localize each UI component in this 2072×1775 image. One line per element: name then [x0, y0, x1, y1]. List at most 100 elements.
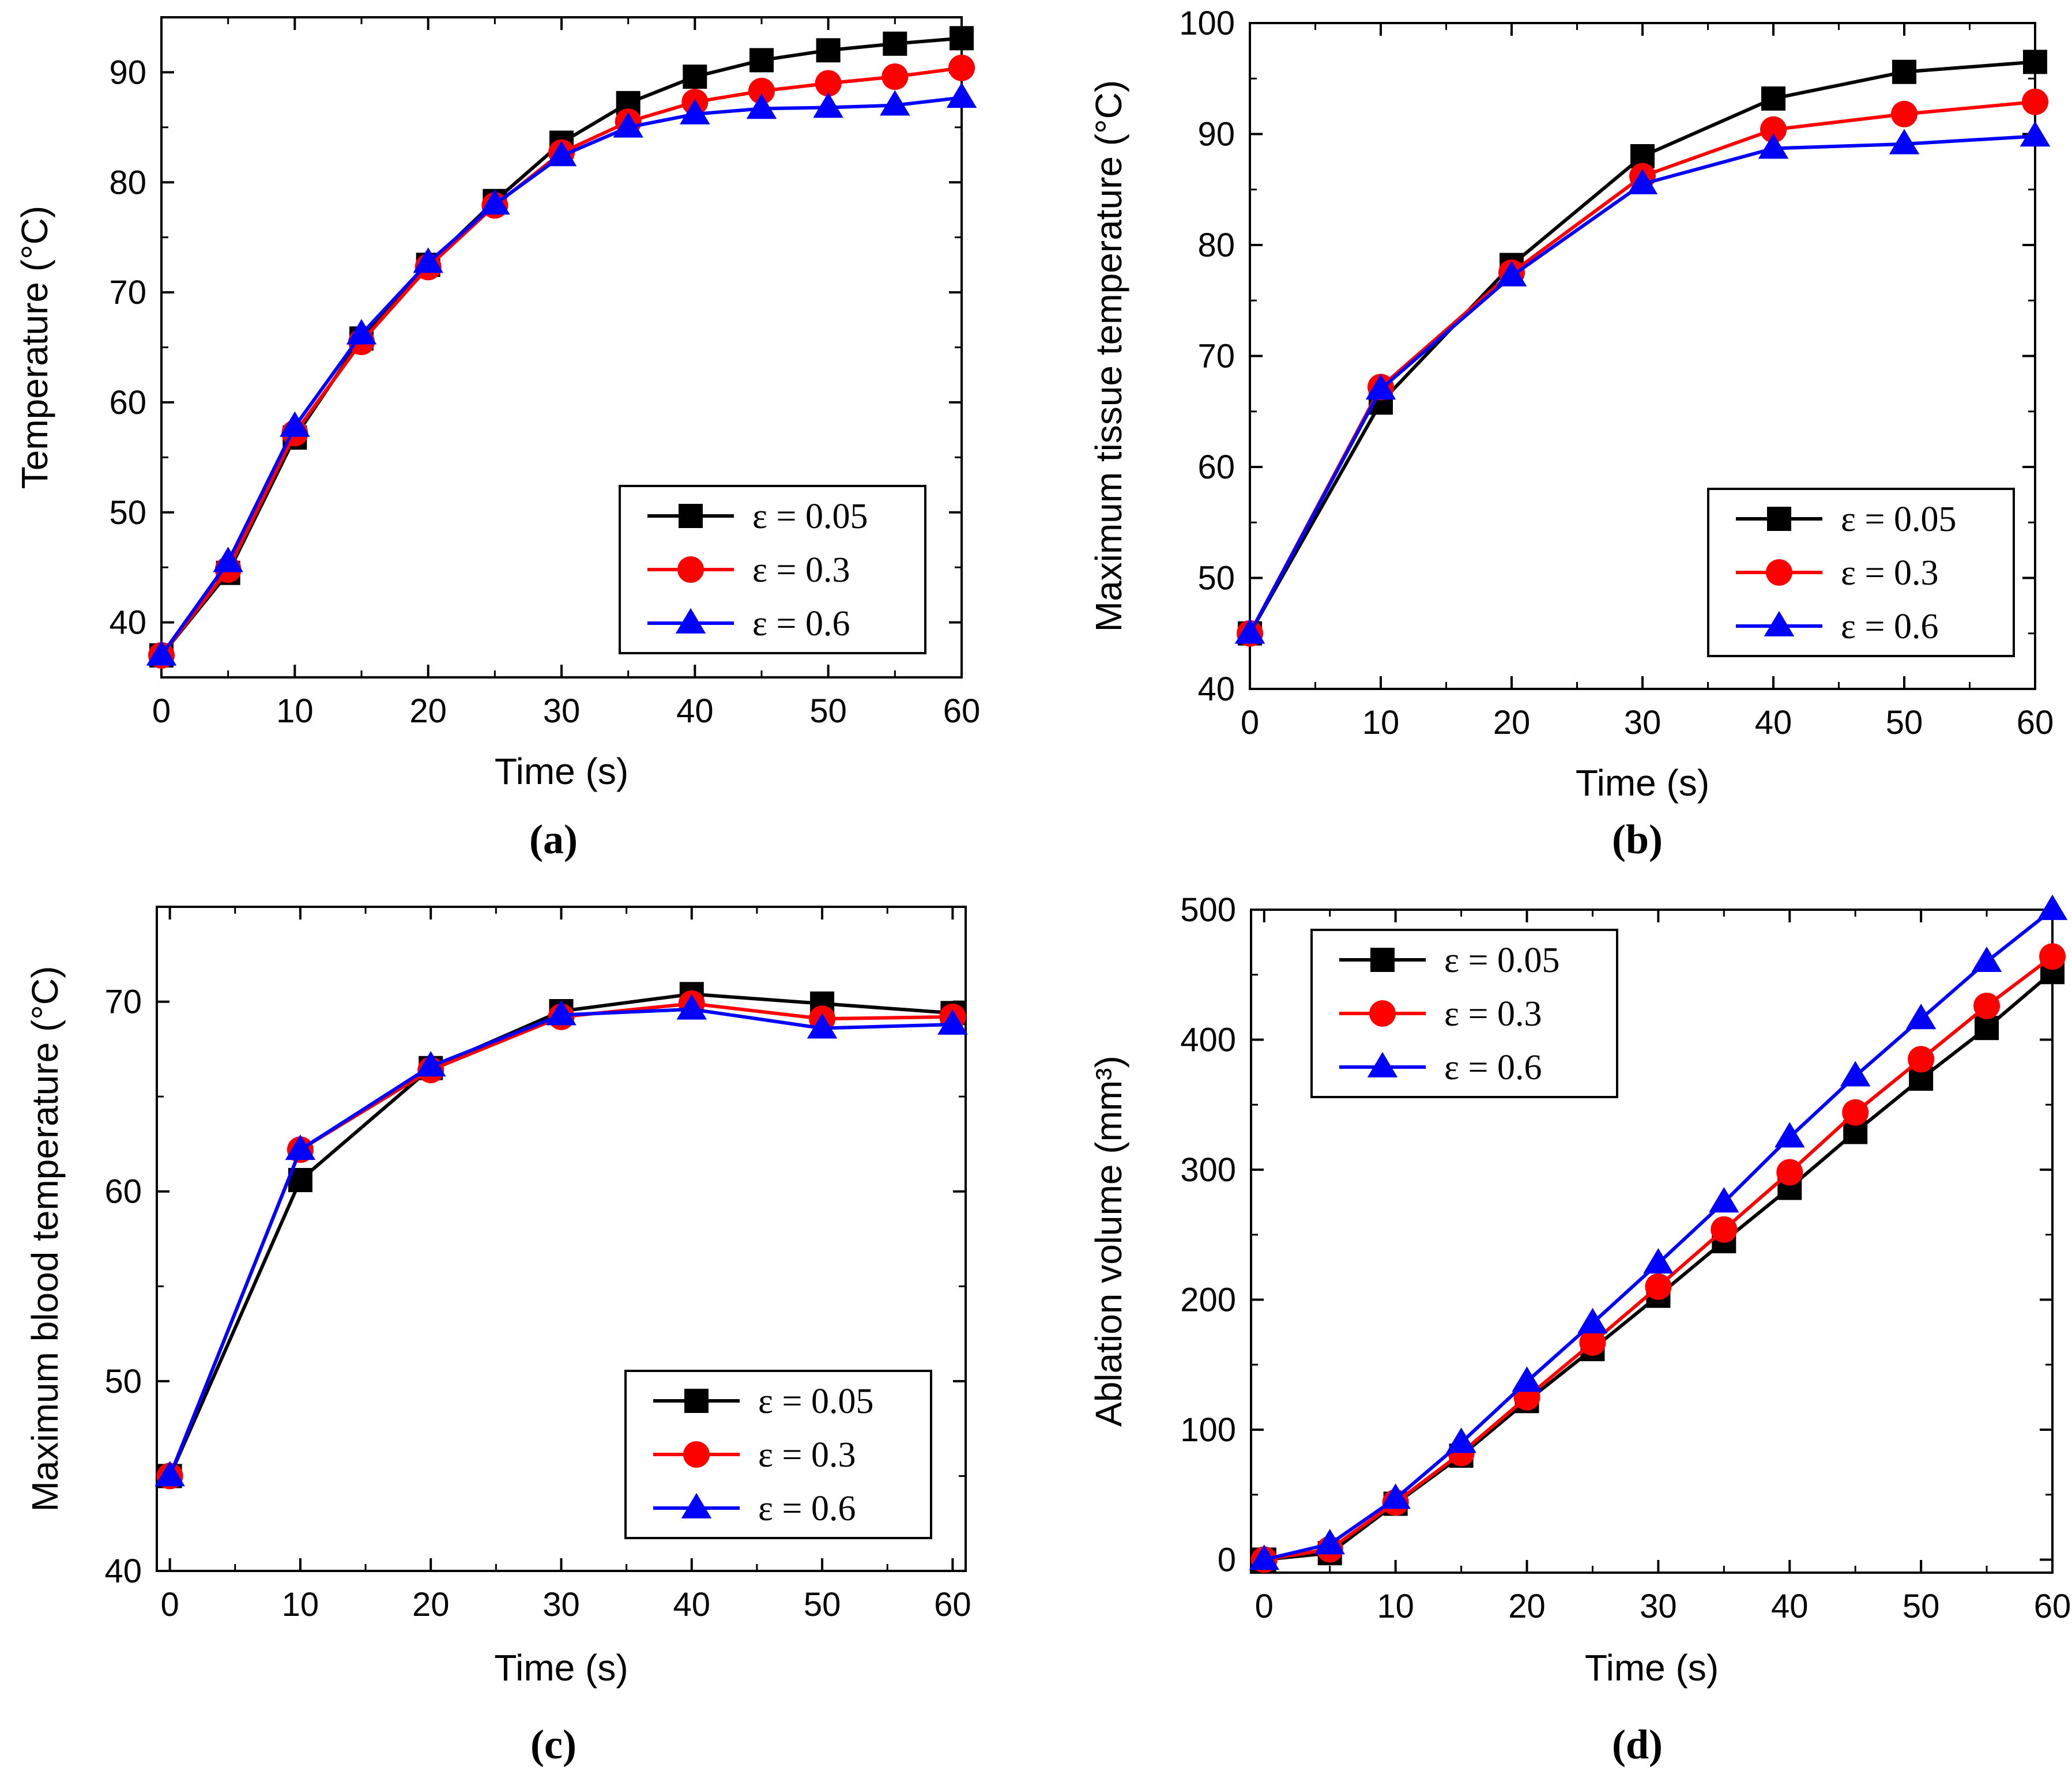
- data-point-triangle: [2020, 121, 2051, 147]
- legend-label: ε = 0.05: [1841, 500, 1957, 539]
- y-tick-label: 90: [109, 54, 146, 91]
- series-3: [146, 82, 977, 666]
- legend-item: ε = 0.6: [647, 604, 850, 643]
- data-point-circle: [1369, 1000, 1396, 1027]
- data-point-triangle: [1905, 1004, 1937, 1030]
- y-tick-label: 50: [104, 1363, 142, 1400]
- y-tick-label: 50: [1197, 560, 1235, 597]
- y-tick-label: 200: [1180, 1281, 1236, 1318]
- legend: ε = 0.05 ε = 0.3 ε = 0.6: [1310, 929, 1618, 1098]
- x-tick-label: 50: [809, 692, 847, 730]
- y-tick-label: 40: [1197, 670, 1235, 708]
- legend-label: ε = 0.05: [1444, 941, 1560, 980]
- data-point-triangle: [1365, 374, 1396, 400]
- plot-frame: [1250, 909, 2054, 1574]
- data-point-triangle: [1496, 261, 1527, 287]
- panel-b: 0 10 20 30 40 50 60 40 50 60 70 80 90 100 Time (s) Maxi…: [1088, 5, 2054, 862]
- data-point-square: [749, 48, 774, 73]
- data-point-triangle: [1249, 1544, 1280, 1570]
- data-point-circle: [1776, 1159, 1803, 1186]
- y-tick-label: 400: [1180, 1021, 1236, 1058]
- legend-label: ε = 0.6: [1841, 607, 1939, 646]
- data-point-circle: [1766, 559, 1792, 586]
- data-point-triangle: [1380, 1483, 1411, 1509]
- data-point-square: [883, 31, 907, 56]
- y-tick-label: 40: [104, 1552, 142, 1590]
- x-axis-title: Time (s): [494, 1647, 628, 1689]
- x-tick-label: 20: [1493, 704, 1531, 741]
- y-tick-label: 70: [109, 274, 146, 311]
- legend-label: ε = 0.6: [758, 1489, 856, 1528]
- data-point-square: [950, 26, 974, 51]
- legend-label: ε = 0.05: [752, 497, 868, 536]
- y-tick-label: 50: [109, 494, 146, 532]
- data-point-triangle: [546, 141, 577, 167]
- data-point-triangle: [480, 189, 510, 215]
- data-point-circle: [815, 70, 842, 97]
- x-tick-label: 10: [1362, 704, 1400, 741]
- data-point-triangle: [675, 608, 706, 634]
- x-tick-label: 60: [2017, 704, 2054, 741]
- y-tick-label: 300: [1180, 1151, 1236, 1189]
- x-axis-title: Time (s): [1576, 762, 1709, 804]
- data-point-triangle: [2037, 894, 2068, 920]
- panel-c: 0 10 20 30 40 50 60 40 50 60 70 Time (s) Maximum blo…: [24, 906, 971, 1768]
- x-tick-label: 40: [676, 692, 714, 730]
- legend-item: ε = 0.3: [647, 551, 850, 590]
- data-point-triangle: [807, 1013, 838, 1039]
- data-point-triangle: [285, 1135, 316, 1160]
- legend-label: ε = 0.6: [752, 604, 850, 643]
- x-tick-label: 30: [1640, 1588, 1677, 1625]
- data-point-circle: [1891, 100, 1917, 127]
- data-point-circle: [683, 1441, 710, 1468]
- data-point-circle: [1760, 116, 1787, 143]
- x-axis-title: Time (s): [1585, 1647, 1719, 1689]
- legend-label: ε = 0.3: [1841, 553, 1939, 593]
- data-point-triangle: [676, 994, 707, 1020]
- x-tick-label: 20: [1508, 1588, 1546, 1625]
- data-point-circle: [1908, 1046, 1935, 1073]
- data-point-triangle: [280, 411, 310, 437]
- legend-item: ε = 0.3: [1339, 994, 1542, 1034]
- x-tick-label: 60: [943, 692, 981, 730]
- y-tick-label: 60: [1197, 449, 1235, 486]
- data-point-triangle: [1971, 946, 2002, 973]
- data-point-square: [679, 504, 703, 528]
- y-tick-label: 100: [1180, 1411, 1236, 1449]
- y-tick-label: 70: [104, 983, 142, 1021]
- y-tick-label: 80: [1197, 227, 1235, 264]
- x-tick-label: 10: [282, 1586, 319, 1623]
- data-point-triangle: [1840, 1061, 1871, 1087]
- data-point-triangle: [880, 90, 910, 116]
- data-point-triangle: [1512, 1366, 1542, 1392]
- data-point-square: [1370, 948, 1395, 972]
- x-tick-label: 30: [1624, 704, 1662, 741]
- data-point-triangle: [1367, 1052, 1398, 1077]
- y-tick-label: 70: [1197, 338, 1235, 375]
- panel-d: 0 10 20 30 40 50 60 0 100 200 300 400 500 Time (s) Abl…: [1088, 891, 2071, 1768]
- series-3: [1234, 121, 2051, 644]
- legend-item: ε = 0.3: [1736, 553, 1939, 593]
- data-point-triangle: [1758, 133, 1789, 159]
- data-point-square: [1761, 86, 1785, 111]
- data-point-triangle: [415, 1051, 446, 1077]
- data-point-triangle: [681, 1493, 712, 1518]
- x-tick-label: 0: [152, 692, 171, 730]
- panel-caption: (b): [1612, 816, 1663, 862]
- data-point-triangle: [1775, 1122, 1805, 1148]
- legend-label: ε = 0.3: [1444, 994, 1542, 1034]
- legend: ε = 0.05 ε = 0.3 ε = 0.6: [619, 485, 926, 654]
- x-tick-label: 60: [2034, 1588, 2071, 1625]
- x-tick-label: 30: [543, 692, 581, 730]
- data-point-square: [684, 1389, 709, 1413]
- data-point-square: [2023, 50, 2047, 74]
- legend-item: ε = 0.05: [653, 1382, 874, 1421]
- legend-item: ε = 0.6: [653, 1489, 856, 1528]
- legend-item: ε = 0.6: [1339, 1048, 1542, 1087]
- y-axis-title: Ablation volume (mm³): [1088, 1056, 1129, 1427]
- data-point-circle: [2022, 88, 2048, 115]
- data-point-triangle: [946, 82, 977, 108]
- data-point-triangle: [546, 1000, 577, 1026]
- x-tick-label: 20: [409, 692, 447, 730]
- y-tick-label: 100: [1179, 5, 1235, 42]
